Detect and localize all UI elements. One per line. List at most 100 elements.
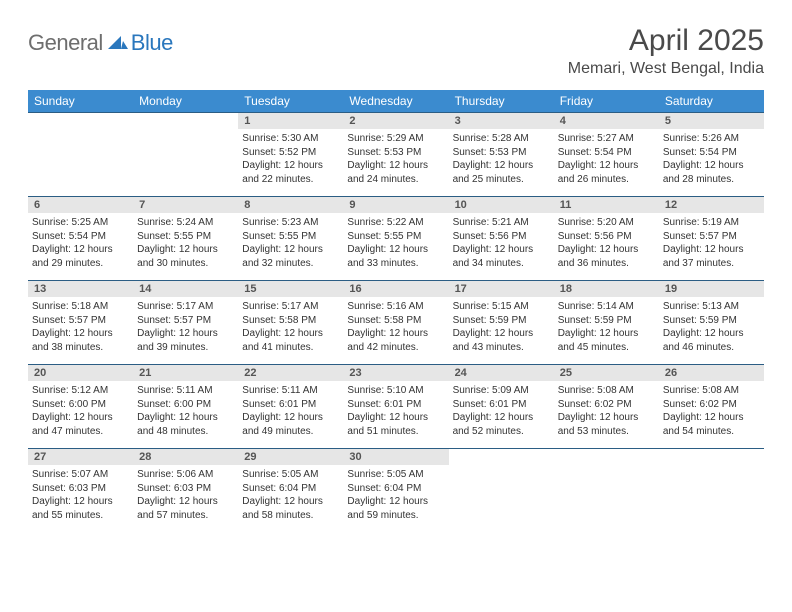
day-number: 29 [238, 449, 343, 465]
day-number: 27 [28, 449, 133, 465]
day-detail-line: Daylight: 12 hours [663, 243, 758, 257]
day-detail-line: Sunset: 5:59 PM [558, 314, 653, 328]
day-detail-line: Sunrise: 5:08 AM [558, 384, 653, 398]
day-details: Sunrise: 5:17 AMSunset: 5:58 PMDaylight:… [238, 297, 343, 358]
day-number: 22 [238, 365, 343, 381]
day-detail-line: and 36 minutes. [558, 257, 653, 271]
day-detail-line: Daylight: 12 hours [32, 327, 127, 341]
day-detail-line: Sunset: 5:52 PM [242, 146, 337, 160]
day-details: Sunrise: 5:11 AMSunset: 6:00 PMDaylight:… [133, 381, 238, 442]
day-detail-line: and 54 minutes. [663, 425, 758, 439]
day-number: 28 [133, 449, 238, 465]
logo-text-blue: Blue [131, 30, 173, 56]
day-detail-line: Daylight: 12 hours [558, 327, 653, 341]
day-detail-line: Sunset: 6:03 PM [32, 482, 127, 496]
day-number: 4 [554, 113, 659, 129]
calendar-cell [554, 449, 659, 533]
day-number: 8 [238, 197, 343, 213]
day-detail-line: Sunset: 6:04 PM [242, 482, 337, 496]
day-detail-line: Daylight: 12 hours [558, 411, 653, 425]
calendar-cell: 28Sunrise: 5:06 AMSunset: 6:03 PMDayligh… [133, 449, 238, 533]
day-detail-line: Sunset: 5:55 PM [137, 230, 232, 244]
day-detail-line: Sunset: 5:54 PM [558, 146, 653, 160]
calendar-cell: 8Sunrise: 5:23 AMSunset: 5:55 PMDaylight… [238, 197, 343, 281]
day-details: Sunrise: 5:09 AMSunset: 6:01 PMDaylight:… [449, 381, 554, 442]
calendar-cell [449, 449, 554, 533]
day-details: Sunrise: 5:29 AMSunset: 5:53 PMDaylight:… [343, 129, 448, 190]
day-detail-line: Sunrise: 5:12 AM [32, 384, 127, 398]
day-details: Sunrise: 5:26 AMSunset: 5:54 PMDaylight:… [659, 129, 764, 190]
day-detail-line: Sunset: 5:57 PM [32, 314, 127, 328]
day-details: Sunrise: 5:22 AMSunset: 5:55 PMDaylight:… [343, 213, 448, 274]
day-detail-line: Sunrise: 5:22 AM [347, 216, 442, 230]
calendar-cell: 17Sunrise: 5:15 AMSunset: 5:59 PMDayligh… [449, 281, 554, 365]
day-details: Sunrise: 5:21 AMSunset: 5:56 PMDaylight:… [449, 213, 554, 274]
day-detail-line: and 43 minutes. [453, 341, 548, 355]
day-details: Sunrise: 5:12 AMSunset: 6:00 PMDaylight:… [28, 381, 133, 442]
day-detail-line: and 57 minutes. [137, 509, 232, 523]
day-details: Sunrise: 5:28 AMSunset: 5:53 PMDaylight:… [449, 129, 554, 190]
day-detail-line: and 24 minutes. [347, 173, 442, 187]
day-detail-line: Sunset: 5:55 PM [242, 230, 337, 244]
day-detail-line: Daylight: 12 hours [32, 495, 127, 509]
weekday-header: Friday [554, 90, 659, 113]
day-detail-line: and 22 minutes. [242, 173, 337, 187]
calendar-cell: 26Sunrise: 5:08 AMSunset: 6:02 PMDayligh… [659, 365, 764, 449]
day-detail-line: and 25 minutes. [453, 173, 548, 187]
day-detail-line: Sunrise: 5:20 AM [558, 216, 653, 230]
day-detail-line: Sunrise: 5:23 AM [242, 216, 337, 230]
calendar-cell: 10Sunrise: 5:21 AMSunset: 5:56 PMDayligh… [449, 197, 554, 281]
day-number: 6 [28, 197, 133, 213]
calendar-cell: 19Sunrise: 5:13 AMSunset: 5:59 PMDayligh… [659, 281, 764, 365]
day-detail-line: Daylight: 12 hours [137, 411, 232, 425]
day-detail-line: and 46 minutes. [663, 341, 758, 355]
day-detail-line: Daylight: 12 hours [32, 243, 127, 257]
calendar-cell: 20Sunrise: 5:12 AMSunset: 6:00 PMDayligh… [28, 365, 133, 449]
day-detail-line: Daylight: 12 hours [137, 243, 232, 257]
day-detail-line: Sunset: 5:53 PM [453, 146, 548, 160]
day-detail-line: Daylight: 12 hours [663, 159, 758, 173]
day-number: 25 [554, 365, 659, 381]
day-number: 5 [659, 113, 764, 129]
calendar-cell: 13Sunrise: 5:18 AMSunset: 5:57 PMDayligh… [28, 281, 133, 365]
day-detail-line: Daylight: 12 hours [242, 159, 337, 173]
day-details: Sunrise: 5:14 AMSunset: 5:59 PMDaylight:… [554, 297, 659, 358]
calendar-week-row: 13Sunrise: 5:18 AMSunset: 5:57 PMDayligh… [28, 281, 764, 365]
day-details: Sunrise: 5:08 AMSunset: 6:02 PMDaylight:… [554, 381, 659, 442]
calendar-cell: 25Sunrise: 5:08 AMSunset: 6:02 PMDayligh… [554, 365, 659, 449]
day-detail-line: Sunrise: 5:05 AM [242, 468, 337, 482]
day-detail-line: Daylight: 12 hours [558, 243, 653, 257]
day-detail-line: Daylight: 12 hours [453, 327, 548, 341]
logo-mark-icon [108, 33, 128, 54]
day-detail-line: Daylight: 12 hours [137, 327, 232, 341]
day-detail-line: Daylight: 12 hours [347, 495, 442, 509]
day-detail-line: and 59 minutes. [347, 509, 442, 523]
calendar-cell: 29Sunrise: 5:05 AMSunset: 6:04 PMDayligh… [238, 449, 343, 533]
calendar-cell [28, 113, 133, 197]
day-detail-line: Sunset: 6:01 PM [242, 398, 337, 412]
day-details: Sunrise: 5:06 AMSunset: 6:03 PMDaylight:… [133, 465, 238, 526]
calendar-cell: 12Sunrise: 5:19 AMSunset: 5:57 PMDayligh… [659, 197, 764, 281]
day-details: Sunrise: 5:30 AMSunset: 5:52 PMDaylight:… [238, 129, 343, 190]
day-detail-line: Sunset: 5:58 PM [347, 314, 442, 328]
weekday-header: Thursday [449, 90, 554, 113]
calendar-cell: 24Sunrise: 5:09 AMSunset: 6:01 PMDayligh… [449, 365, 554, 449]
calendar-cell: 18Sunrise: 5:14 AMSunset: 5:59 PMDayligh… [554, 281, 659, 365]
day-number: 21 [133, 365, 238, 381]
calendar-cell: 14Sunrise: 5:17 AMSunset: 5:57 PMDayligh… [133, 281, 238, 365]
day-details: Sunrise: 5:15 AMSunset: 5:59 PMDaylight:… [449, 297, 554, 358]
day-details: Sunrise: 5:19 AMSunset: 5:57 PMDaylight:… [659, 213, 764, 274]
calendar-cell: 2Sunrise: 5:29 AMSunset: 5:53 PMDaylight… [343, 113, 448, 197]
day-number: 14 [133, 281, 238, 297]
title-block: April 2025 Memari, West Bengal, India [568, 24, 764, 78]
day-detail-line: Sunrise: 5:11 AM [242, 384, 337, 398]
day-detail-line: Sunrise: 5:17 AM [137, 300, 232, 314]
calendar-cell: 6Sunrise: 5:25 AMSunset: 5:54 PMDaylight… [28, 197, 133, 281]
day-detail-line: Sunset: 5:54 PM [663, 146, 758, 160]
day-detail-line: Sunrise: 5:30 AM [242, 132, 337, 146]
day-number: 12 [659, 197, 764, 213]
day-number: 2 [343, 113, 448, 129]
day-detail-line: and 51 minutes. [347, 425, 442, 439]
day-detail-line: and 52 minutes. [453, 425, 548, 439]
day-detail-line: Daylight: 12 hours [347, 411, 442, 425]
